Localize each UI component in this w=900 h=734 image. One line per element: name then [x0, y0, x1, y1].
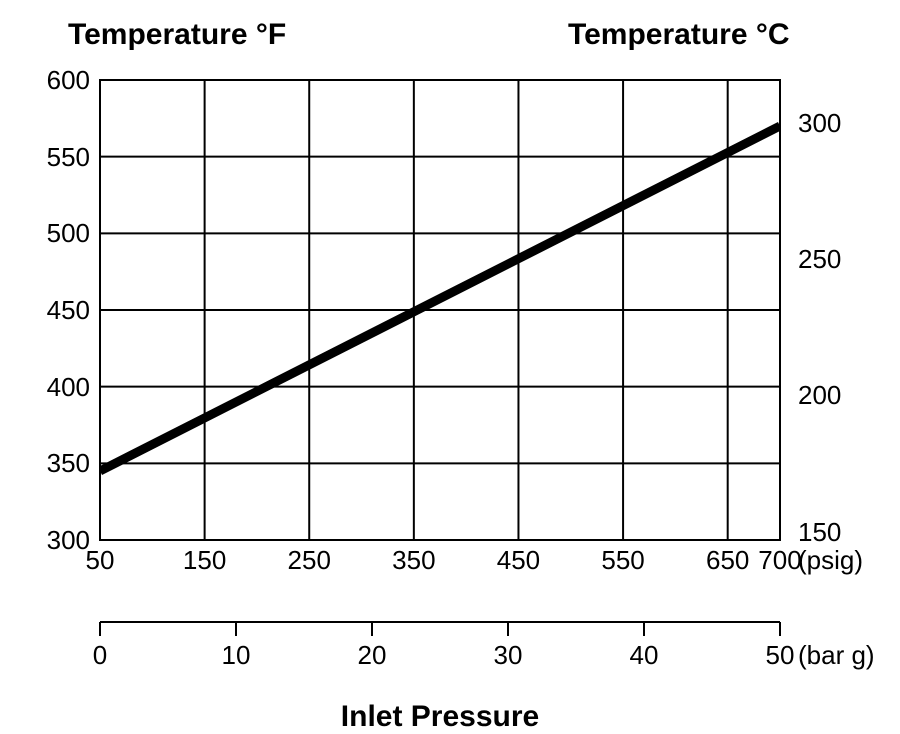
x-barg-tick: 40 — [630, 640, 659, 671]
y-left-tick: 350 — [47, 448, 90, 479]
x-psig-tick: 450 — [497, 545, 540, 576]
x-psig-tick: 700 — [758, 545, 801, 576]
x-psig-tick: 550 — [601, 545, 644, 576]
x-axis-unit-barg: (bar g) — [798, 640, 875, 671]
y-left-tick: 550 — [47, 142, 90, 173]
y-left-tick: 300 — [47, 525, 90, 556]
y-left-tick: 500 — [47, 218, 90, 249]
x-barg-tick: 50 — [766, 640, 795, 671]
y-right-tick: 300 — [798, 108, 841, 139]
y-right-tick: 250 — [798, 244, 841, 275]
y-right-tick: 200 — [798, 380, 841, 411]
x-psig-tick: 350 — [392, 545, 435, 576]
plot-area — [0, 0, 900, 732]
x-barg-tick: 0 — [93, 640, 107, 671]
x-axis-unit-psig: (psig) — [798, 545, 863, 576]
x-psig-tick: 150 — [183, 545, 226, 576]
y-left-tick: 400 — [47, 372, 90, 403]
y-right-tick: 150 — [798, 517, 841, 548]
x-barg-tick: 30 — [494, 640, 523, 671]
x-psig-tick: 50 — [86, 545, 115, 576]
x-axis-title: Inlet Pressure — [341, 700, 539, 734]
x-barg-tick: 20 — [358, 640, 387, 671]
y-left-tick: 450 — [47, 295, 90, 326]
x-psig-tick: 650 — [706, 545, 749, 576]
x-psig-tick: 250 — [288, 545, 331, 576]
x-barg-tick: 10 — [222, 640, 251, 671]
chart-container: Temperature °F Temperature °C Inlet Pres… — [0, 0, 900, 732]
y-left-tick: 600 — [47, 65, 90, 96]
